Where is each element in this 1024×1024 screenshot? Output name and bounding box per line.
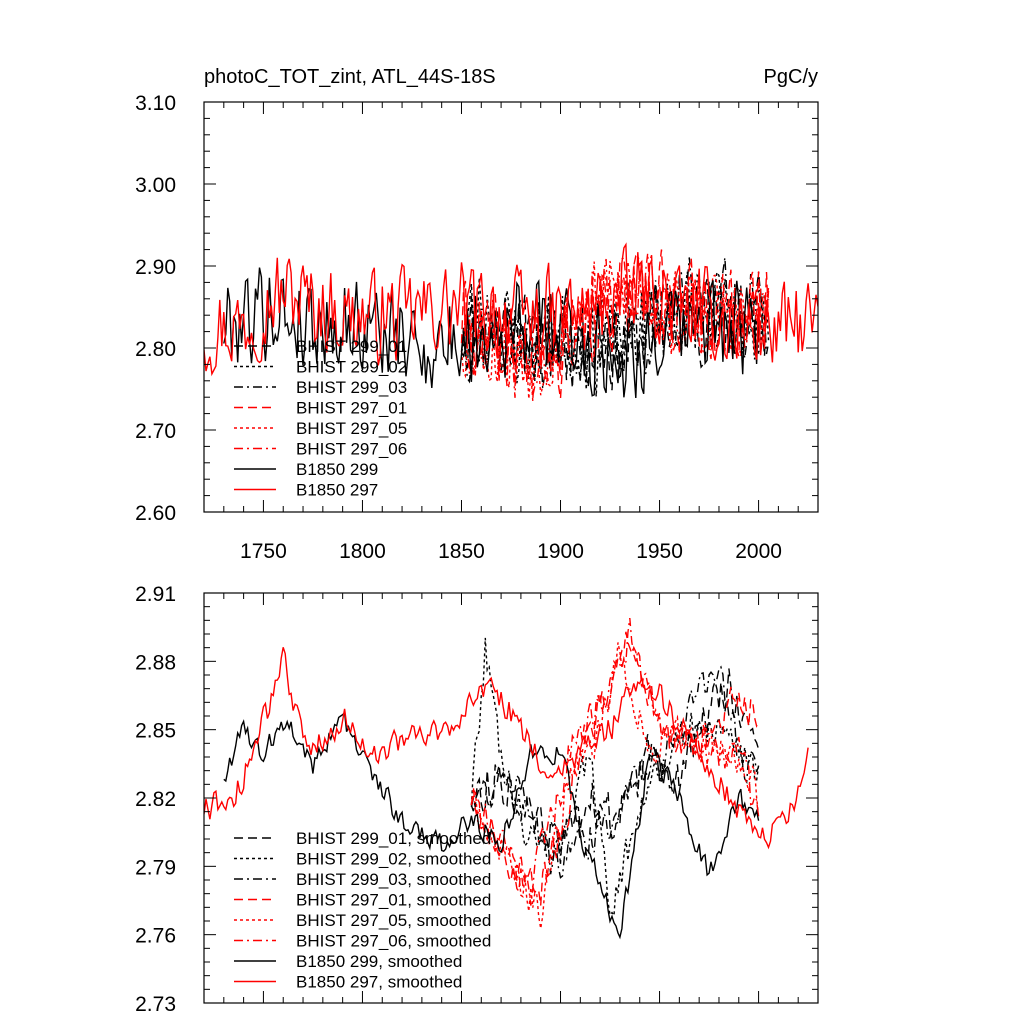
bottom-series-line-6 bbox=[470, 618, 760, 906]
top-legend-label: BHIST 299_03 bbox=[296, 378, 407, 397]
bottom-legend-label: B1850 299, smoothed bbox=[296, 952, 462, 971]
bottom-series-line-8 bbox=[204, 647, 809, 850]
bottom-legend-label: BHIST 299_01, smoothed bbox=[296, 829, 491, 848]
bottom-series-line-2 bbox=[470, 637, 760, 918]
bottom-panel: 2.73 2.76 2.79 2.82 2.85 2.88 2.91 BHIST 299_0… bbox=[135, 583, 819, 1016]
top-series-line-2 bbox=[460, 270, 770, 397]
bottom-legend-label: BHIST 299_03, smoothed bbox=[296, 870, 491, 889]
top-y-tick-label: 2.60 bbox=[135, 502, 176, 525]
bottom-y-tick-label: 2.88 bbox=[135, 651, 176, 674]
bottom-series-line-3 bbox=[470, 665, 760, 879]
top-series-line-8 bbox=[204, 242, 818, 377]
top-chart-units: PgC/y bbox=[764, 66, 818, 88]
bottom-y-tick-label: 2.79 bbox=[135, 856, 176, 879]
top-panel: photoC_TOT_zint, ATL_44S-18S PgC/y 1750 1… bbox=[135, 66, 819, 563]
top-y-tick-label: 3.00 bbox=[135, 174, 176, 197]
top-y-tick-label: 2.80 bbox=[135, 338, 176, 361]
top-legend-label: BHIST 297_01 bbox=[296, 399, 407, 418]
top-y-tick-label: 2.70 bbox=[135, 420, 176, 443]
bottom-series-line-1 bbox=[470, 668, 760, 864]
top-legend-label: BHIST 299_01 bbox=[296, 337, 407, 356]
bottom-plot-frame bbox=[203, 592, 819, 1004]
top-x-tick-label: 1950 bbox=[636, 540, 683, 563]
bottom-legend-label: BHIST 297_01, smoothed bbox=[296, 891, 491, 910]
top-legend-label: BHIST 297_05 bbox=[296, 419, 407, 438]
top-y-tick-label: 2.90 bbox=[135, 256, 176, 279]
bottom-legend: BHIST 299_01, smoothed BHIST 299_02, smoo… bbox=[234, 829, 491, 992]
bottom-y-tick-label: 2.76 bbox=[135, 925, 176, 948]
bottom-legend-label: BHIST 297_05, smoothed bbox=[296, 911, 491, 930]
top-x-tick-label: 1900 bbox=[537, 540, 584, 563]
top-x-tick-label: 1800 bbox=[339, 540, 386, 563]
top-legend-label: BHIST 299_02 bbox=[296, 358, 407, 377]
top-series-group bbox=[204, 242, 818, 401]
bottom-axis-ticks: 2.73 2.76 2.79 2.82 2.85 2.88 2.91 bbox=[135, 583, 819, 1016]
bottom-legend-label: BHIST 299_02, smoothed bbox=[296, 850, 491, 869]
bottom-series-line-4 bbox=[470, 631, 760, 906]
top-x-tick-label: 1750 bbox=[240, 540, 287, 563]
top-series-line-4 bbox=[460, 249, 770, 399]
top-series-line-6 bbox=[461, 253, 770, 398]
top-series-line-7 bbox=[223, 267, 760, 399]
bottom-legend-label: BHIST 297_06, smoothed bbox=[296, 932, 491, 951]
bottom-y-tick-label: 2.91 bbox=[135, 583, 176, 606]
top-x-tick-label: 2000 bbox=[735, 540, 782, 563]
bottom-y-tick-label: 2.82 bbox=[135, 788, 176, 811]
top-chart-title: photoC_TOT_zint, ATL_44S-18S bbox=[204, 66, 496, 88]
top-legend-label: B1850 299 bbox=[296, 460, 378, 479]
bottom-y-tick-label: 2.73 bbox=[135, 993, 176, 1016]
bottom-legend-label: B1850 297, smoothed bbox=[296, 973, 462, 992]
top-x-tick-label: 1850 bbox=[438, 540, 485, 563]
top-plot-frame bbox=[203, 101, 819, 513]
top-y-tick-label: 3.10 bbox=[135, 92, 176, 115]
top-legend-label: BHIST 297_06 bbox=[296, 440, 407, 459]
top-legend-label: B1850 297 bbox=[296, 481, 378, 500]
bottom-series-group bbox=[204, 618, 809, 940]
bottom-y-tick-label: 2.85 bbox=[135, 720, 176, 743]
top-axis-ticks: 1750 1800 1850 1900 1950 2000 2.60 2.70 2.80 2.90… bbox=[135, 92, 819, 563]
bottom-series-line-7 bbox=[223, 711, 760, 940]
